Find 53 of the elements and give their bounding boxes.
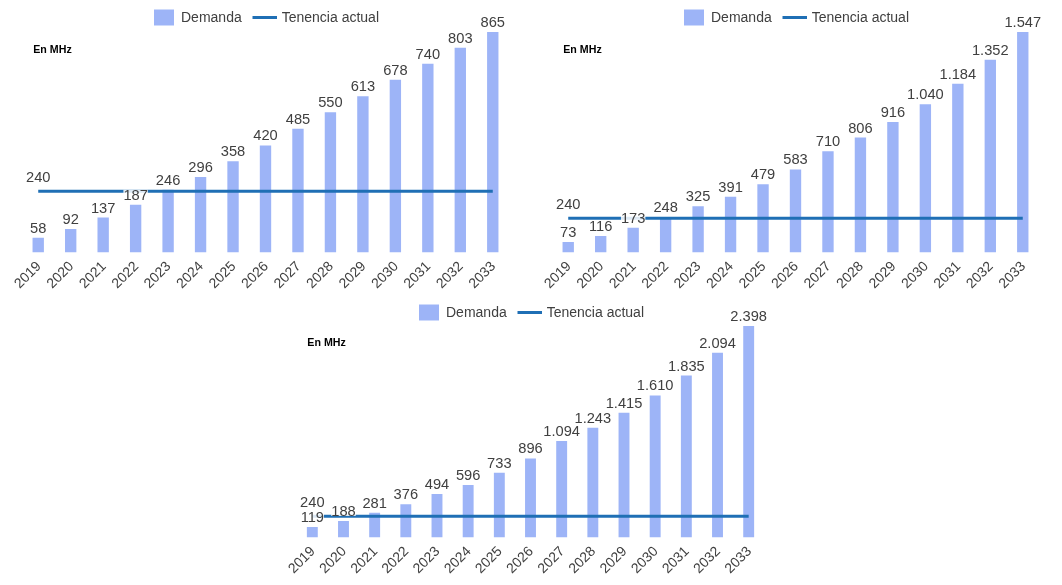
data-label: 896: [518, 440, 543, 457]
data-label: 116: [589, 217, 613, 234]
data-label: 188: [331, 502, 356, 519]
data-label: 485: [285, 110, 311, 127]
legend-label: Demanda: [181, 9, 242, 25]
data-label: 494: [424, 475, 450, 492]
data-label: 137: [90, 199, 116, 216]
data-label: 58: [30, 219, 47, 236]
data-label: 678: [383, 61, 408, 78]
data-label: 325: [685, 188, 711, 205]
legend-label: Tenencia actual: [811, 9, 909, 25]
data-label: 1.184: [939, 65, 977, 82]
legend-label: Demanda: [446, 304, 507, 320]
data-label: 733: [487, 454, 512, 471]
data-label: 803: [448, 29, 473, 46]
data-label: 240: [556, 196, 581, 213]
data-label: 583: [783, 151, 808, 168]
data-label: 1.040: [907, 86, 944, 103]
data-label: 479: [750, 166, 776, 183]
data-label: 240: [300, 494, 325, 511]
text: En MHz: [563, 42, 602, 55]
data-label: 550: [318, 94, 343, 111]
data-label: 376: [393, 486, 419, 503]
text: En MHz: [307, 335, 346, 348]
data-label: 92: [62, 211, 79, 228]
legend-label: Demanda: [711, 9, 772, 25]
data-label: 1.610: [636, 377, 674, 394]
data-label: 248: [653, 199, 678, 216]
data-label: 916: [880, 103, 906, 120]
data-label: 296: [188, 159, 213, 176]
legend-label: Tenencia actual: [281, 9, 379, 25]
data-label: 391: [718, 178, 743, 195]
data-label: 246: [155, 171, 181, 188]
data-label: 1.352: [971, 41, 1009, 58]
legend-label: Tenencia actual: [546, 304, 644, 320]
data-label: 73: [560, 224, 577, 241]
data-label: 281: [362, 494, 387, 511]
data-label: 187: [123, 186, 148, 203]
data-label: 613: [350, 78, 376, 95]
data-label: 710: [815, 133, 841, 150]
data-label: 1.415: [605, 394, 643, 411]
data-label: 420: [253, 127, 278, 144]
data-label: 358: [220, 143, 246, 160]
data-label: 1.835: [668, 357, 705, 374]
data-label: 806: [848, 119, 873, 136]
data-label: 240: [26, 169, 51, 186]
data-label: 2.398: [730, 307, 768, 324]
data-label: 596: [455, 466, 481, 483]
data-label: 1.547: [1004, 13, 1042, 30]
data-label: 2.094: [699, 334, 736, 351]
data-label: 865: [480, 13, 506, 30]
data-label: 740: [415, 45, 441, 62]
text: En MHz: [33, 42, 72, 55]
